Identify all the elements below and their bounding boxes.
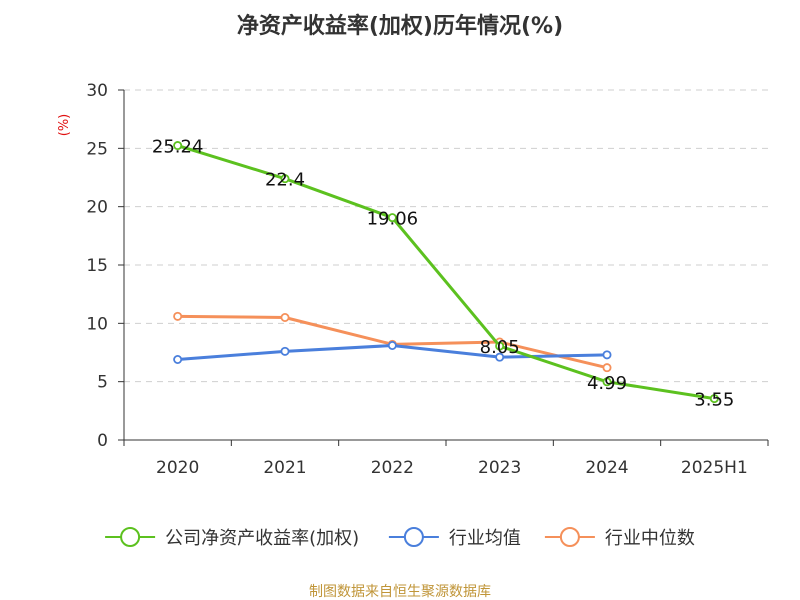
data-point[interactable] [602, 377, 612, 387]
y-tick-label: 30 [86, 81, 108, 101]
data-label: 8.05 [480, 337, 520, 358]
data-label: 3.55 [694, 390, 734, 411]
data-label: 25.24 [152, 137, 204, 158]
data-label: 4.99 [587, 373, 627, 394]
data-label: 19.06 [367, 209, 419, 230]
legend-label: 公司净资产收益率(加权) [165, 528, 359, 549]
y-tick-label: 5 [97, 373, 108, 393]
data-point[interactable] [387, 213, 397, 223]
x-tick-label: 2021 [263, 458, 306, 478]
legend-circle-icon [403, 527, 424, 547]
data-point[interactable] [602, 350, 612, 360]
y-tick-label: 0 [97, 431, 108, 451]
legend-item-0[interactable]: 公司净资产收益率(加权) [105, 527, 359, 549]
x-tick-label: 2020 [156, 458, 199, 478]
data-point[interactable] [280, 312, 290, 322]
data-point[interactable] [173, 141, 183, 151]
x-tick-label: 2023 [478, 458, 521, 478]
y-tick-label: 15 [86, 256, 108, 276]
data-point[interactable] [280, 346, 290, 356]
series-0 [173, 141, 719, 404]
legend-circle-icon [120, 527, 141, 547]
legend[interactable]: 公司净资产收益率(加权) 行业均值 行业中位数 [105, 527, 695, 549]
x-tick-label: 2024 [585, 458, 628, 478]
source-note: 制图数据来自恒生聚源数据库 [309, 584, 491, 600]
data-label: 22.4 [265, 170, 305, 191]
y-tick-label: 20 [86, 198, 108, 218]
grid-lines [124, 89, 768, 383]
series-line [176, 144, 716, 401]
data-point[interactable] [173, 311, 183, 321]
legend-label: 行业中位数 [605, 528, 695, 549]
data-point[interactable] [495, 341, 505, 351]
data-labels: 25.24 22.4 19.06 8.05 4.99 3.55 [152, 137, 734, 411]
y-tick-label: 10 [86, 314, 108, 334]
y-axis-unit: (%) [57, 114, 72, 137]
legend-circle-icon [559, 527, 580, 547]
series-1 [173, 340, 612, 364]
x-tick-label: 2025H1 [681, 458, 748, 478]
data-point[interactable] [602, 363, 612, 373]
legend-label: 行业均值 [449, 528, 521, 549]
x-tick-label: 2022 [371, 458, 414, 478]
data-point[interactable] [495, 352, 505, 362]
data-point[interactable] [709, 394, 719, 404]
legend-item-2[interactable]: 行业中位数 [544, 527, 695, 549]
data-point[interactable] [387, 340, 397, 350]
data-point[interactable] [280, 174, 290, 184]
y-tick-label: 25 [86, 139, 108, 159]
chart-title: 净资产收益率(加权)历年情况(%) [237, 13, 563, 39]
data-point[interactable] [173, 354, 183, 364]
axes: 0 5 10 15 20 25 30 2020 2021 2022 2023 2024 2025H1 [86, 81, 769, 478]
series-lines [173, 141, 719, 404]
legend-item-1[interactable]: 行业均值 [388, 527, 521, 549]
